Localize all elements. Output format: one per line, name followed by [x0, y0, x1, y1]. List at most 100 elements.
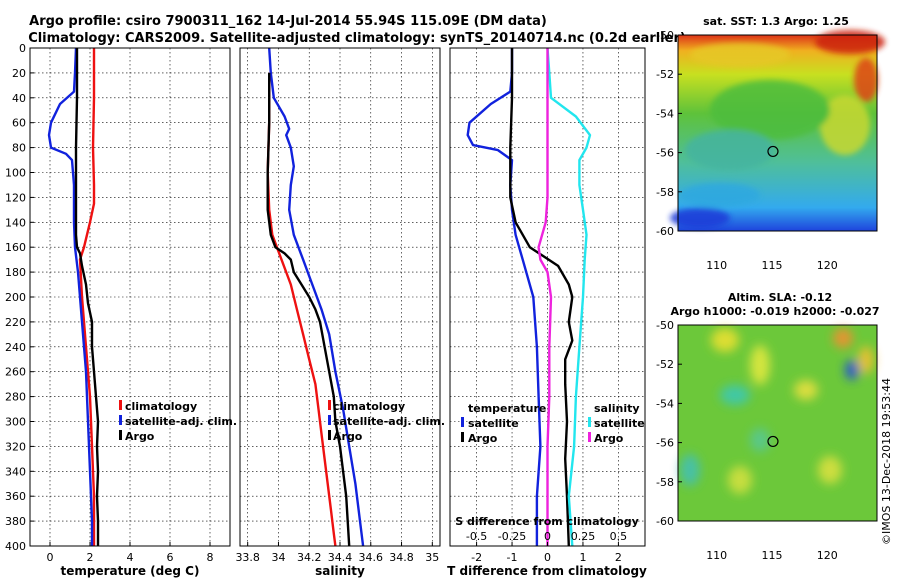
y-tick-label: 180	[5, 266, 26, 279]
sla-cyan-3	[750, 428, 770, 452]
sst-green-core	[710, 80, 830, 140]
x-tick-label: 34.6	[359, 551, 384, 564]
y-tick-label: 260	[5, 366, 26, 379]
y-tick-label: 120	[5, 191, 26, 204]
x-tick-label: 34.4	[328, 551, 353, 564]
lat-tick-label: -56	[656, 437, 674, 450]
salinity-panel: 33.8 34 34.2 34.4 34.6 34.8 35 salinity climat…	[235, 47, 445, 578]
sst-warm-patch-ne	[815, 30, 885, 54]
sst-yellow-band-n	[690, 43, 790, 67]
salinity-lines	[266, 47, 365, 547]
difference-legend-temperature: temperature satellite Argo	[461, 402, 546, 445]
x-tick-label: 2	[87, 551, 94, 564]
lat-tick-label: -56	[656, 147, 674, 160]
sst-blue-patch-s	[670, 208, 730, 228]
s-tick-label: 0.5	[610, 530, 628, 543]
sla-yellow-2	[750, 345, 770, 385]
sst-map-panel: sat. SST: 1.3 Argo: 1.25 -50 -52 -54 -56 -58…	[656, 15, 885, 272]
sst-cyan-patch	[680, 183, 760, 207]
series-line-s-satellite	[546, 47, 592, 547]
y-tick-label: 80	[12, 142, 26, 155]
salinity-xlabel: salinity	[315, 564, 365, 578]
lon-tick-label: 110	[706, 259, 727, 272]
legend-heading-salinity: salinity	[594, 402, 640, 415]
y-tick-label: 320	[5, 440, 26, 453]
lat-tick-label: -54	[656, 107, 674, 120]
lat-tick-label: -54	[656, 397, 674, 410]
temperature-tick-labels: 0 2 4 6 8	[47, 542, 214, 564]
series-line-argo	[266, 72, 351, 547]
y-tick-label: 400	[5, 540, 26, 553]
y-tick-label: 40	[12, 92, 26, 105]
series-line-s-argo	[537, 48, 553, 546]
y-tick-label: 60	[12, 117, 26, 130]
series-line-climatology	[266, 72, 337, 547]
series-line-climatology	[78, 48, 96, 546]
s-tick-label: 0.25	[571, 530, 596, 543]
legend-label-s-argo: Argo	[594, 432, 624, 445]
legend-swatch-argo	[119, 430, 122, 440]
sst-yellow-band-e	[820, 95, 870, 155]
legend-swatch-t-satellite	[461, 417, 464, 427]
legend-label-argo: Argo	[125, 430, 155, 443]
x-tick-label: 8	[207, 551, 214, 564]
sla-orange-1	[833, 328, 853, 348]
sst-map-texture	[670, 30, 885, 228]
x-tick-label: -2	[471, 551, 482, 564]
y-tick-label: 300	[5, 416, 26, 429]
sst-warm-patch-e	[854, 58, 878, 102]
lat-tick-label: -50	[656, 29, 674, 42]
legend-swatch-s-satellite	[588, 417, 591, 427]
temperature-panel: 0204060801001201401601802002202402602803…	[5, 42, 237, 578]
title-line-1: Argo profile: csiro 7900311_162 14-Jul-2…	[29, 14, 547, 29]
lon-tick-label: 115	[761, 549, 782, 562]
legend-label-argo-2: Argo	[333, 430, 363, 443]
x-tick-label: 34.8	[389, 551, 414, 564]
y-tick-label: 380	[5, 515, 26, 528]
temperature-xlabel: temperature (deg C)	[61, 564, 200, 578]
sla-blue-1	[845, 360, 859, 380]
y-tick-label: 360	[5, 490, 26, 503]
x-tick-label: 35	[425, 551, 439, 564]
s-tick-label: -0.25	[498, 530, 526, 543]
difference-xlabel: T difference from climatology	[447, 564, 647, 578]
sla-yellow-1	[711, 328, 739, 352]
s-tick-label: -0.5	[466, 530, 487, 543]
y-tick-label: 0	[19, 42, 26, 55]
sst-lat-tick-labels: -50 -52 -54 -56 -58 -60	[656, 29, 682, 238]
x-tick-label: 0	[544, 551, 551, 564]
legend-swatch-climatology	[119, 400, 122, 410]
legend-label-satellite-2: satellite-adj. clim.	[333, 415, 445, 428]
series-line-satellite-adj-clim-	[268, 47, 365, 547]
sla-map-texture	[680, 328, 874, 494]
sla-yellow-5	[728, 466, 752, 494]
salinity-legend: climatology satellite-adj. clim. Argo	[328, 400, 445, 443]
temperature-grid	[30, 48, 230, 546]
x-tick-label: 0	[47, 551, 54, 564]
sla-lat-tick-labels: -50 -52 -54 -56 -58 -60	[656, 319, 682, 528]
sla-map-title-2: Argo h1000: -0.019 h2000: -0.027	[670, 305, 879, 318]
sla-yellow-3	[794, 380, 818, 400]
sla-map-frame	[677, 324, 878, 522]
x-tick-label: 4	[127, 551, 134, 564]
y-tick-label: 100	[5, 167, 26, 180]
legend-label-t-argo: Argo	[468, 432, 498, 445]
legend-swatch-satellite	[119, 415, 122, 425]
y-tick-label: 140	[5, 216, 26, 229]
series-line-argo	[74, 48, 100, 546]
y-tick-label: 220	[5, 316, 26, 329]
legend-swatch-s-argo	[588, 432, 591, 442]
difference-legend-salinity: salinity satellite Argo	[588, 402, 645, 445]
depth-tick-labels: 0 20 40 60 80 100 120 140 160 180 200 220 240 260 280 3…	[5, 42, 34, 553]
s-tick-label: 0	[544, 530, 551, 543]
sst-argo-marker	[767, 145, 779, 158]
t-difference-tick-labels: -2 -1 0 1 2	[471, 542, 622, 564]
sla-yellow-4	[858, 346, 874, 374]
legend-heading-temperature: temperature	[468, 402, 546, 415]
sst-teal-patch	[685, 130, 775, 170]
y-tick-label: 280	[5, 391, 26, 404]
s-difference-axis-label: S difference from climatology	[455, 515, 639, 528]
x-tick-label: 1	[579, 551, 586, 564]
title-line-2: Climatology: CARS2009. Satellite-adjuste…	[28, 31, 686, 46]
